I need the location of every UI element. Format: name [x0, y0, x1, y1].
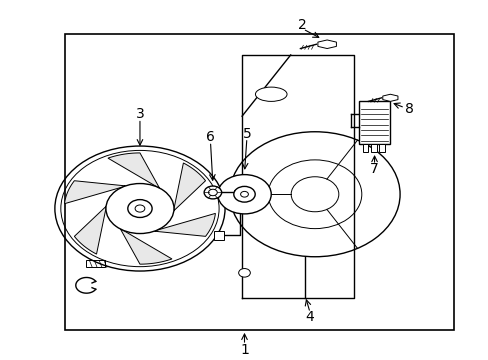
Bar: [362, 144, 368, 152]
Circle shape: [217, 175, 271, 214]
Polygon shape: [174, 163, 205, 211]
Bar: [213, 231, 223, 240]
Text: 7: 7: [369, 162, 378, 176]
Circle shape: [106, 184, 174, 234]
Polygon shape: [108, 153, 159, 188]
Polygon shape: [64, 181, 125, 204]
Circle shape: [208, 189, 217, 196]
Polygon shape: [317, 40, 336, 49]
Polygon shape: [120, 229, 172, 264]
Text: 6: 6: [205, 130, 214, 144]
Bar: [64, 33, 453, 330]
Circle shape: [240, 192, 248, 197]
Text: 5: 5: [242, 126, 251, 140]
Circle shape: [233, 186, 255, 202]
Circle shape: [127, 199, 152, 217]
Polygon shape: [382, 94, 397, 102]
Bar: [358, 102, 389, 144]
Bar: [378, 144, 384, 152]
Text: 1: 1: [240, 343, 248, 357]
Text: 2: 2: [298, 18, 306, 32]
Circle shape: [135, 205, 144, 212]
Ellipse shape: [255, 87, 286, 102]
Bar: [233, 190, 242, 195]
Text: 8: 8: [405, 102, 413, 116]
Bar: [86, 260, 105, 267]
Polygon shape: [154, 213, 215, 237]
Polygon shape: [74, 206, 106, 254]
Circle shape: [203, 186, 221, 199]
Circle shape: [238, 269, 250, 277]
Text: 3: 3: [135, 107, 144, 121]
Bar: [370, 144, 376, 152]
Text: 4: 4: [305, 310, 314, 324]
